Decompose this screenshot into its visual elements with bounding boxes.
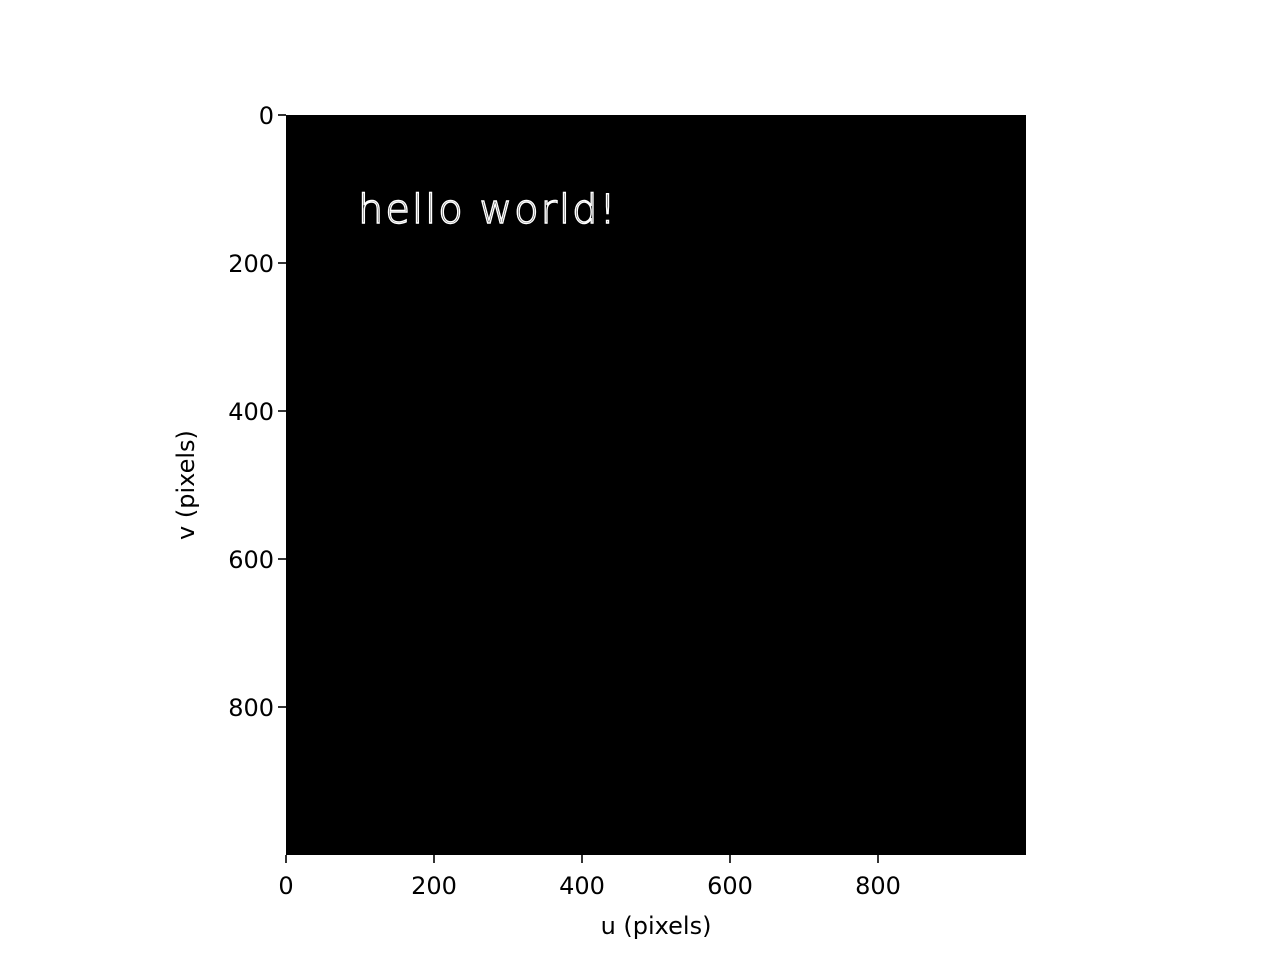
y-axis: 0 200 400 600 800 <box>228 102 286 722</box>
y-tick-label: 600 <box>228 546 274 574</box>
x-tick-label: 0 <box>278 872 293 900</box>
x-tick-label: 400 <box>559 872 605 900</box>
image-text-overlay: hello world! <box>358 187 618 233</box>
image-text-overlays: hello world! <box>357 186 618 233</box>
y-axis-label: v (pixels) <box>172 430 200 540</box>
y-tick-label: 400 <box>228 398 274 426</box>
x-axis: 0 200 400 600 800 <box>278 855 901 900</box>
x-axis-label: u (pixels) <box>601 912 712 940</box>
x-tick-label: 600 <box>707 872 753 900</box>
y-tick-label: 0 <box>259 102 274 130</box>
y-tick-label: 200 <box>228 250 274 278</box>
plot-area: hello world! <box>286 115 1026 855</box>
x-tick-label: 800 <box>855 872 901 900</box>
x-tick-label: 200 <box>411 872 457 900</box>
image-area <box>286 115 1026 855</box>
y-tick-label: 800 <box>228 694 274 722</box>
